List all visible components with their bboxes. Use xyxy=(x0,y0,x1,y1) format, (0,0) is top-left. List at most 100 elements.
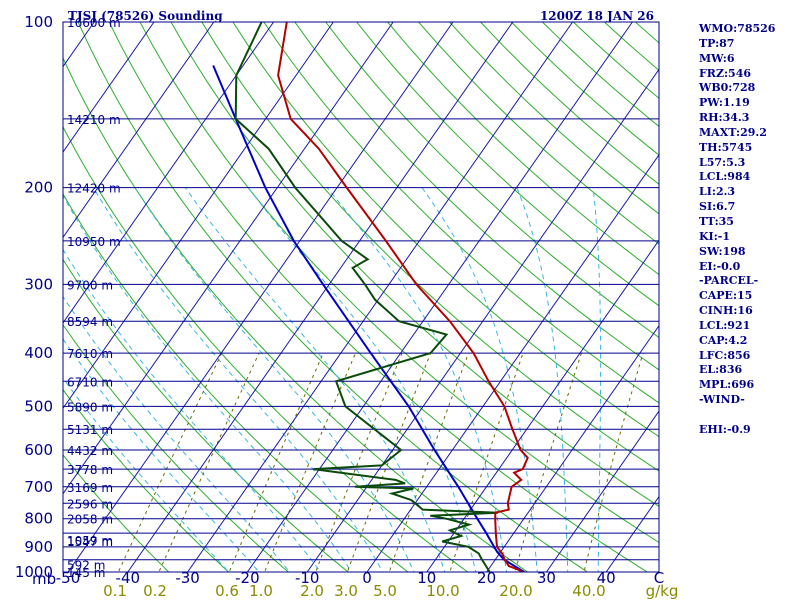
mixing-ratio-line xyxy=(117,352,223,572)
moist-adiabat-line xyxy=(516,187,569,572)
index-item: -WIND- xyxy=(699,393,745,407)
mixing-ratio-label: 40.0 xyxy=(572,582,605,600)
mixing-ratio-label: 10.0 xyxy=(426,582,459,600)
chart-title: TJSJ (78526) Sounding xyxy=(68,9,223,23)
index-item: PW:1.19 xyxy=(699,96,750,110)
index-item: EI:-0.0 xyxy=(699,259,741,273)
temperature-tick-label: 10 xyxy=(417,569,436,587)
isotherm-line xyxy=(67,22,454,572)
height-label: 2058 m xyxy=(67,513,113,527)
mixing-ratio-label: 20.0 xyxy=(499,582,532,600)
pressure-tick-label: 100 xyxy=(24,13,53,31)
mixing-ratio-label: 1.0 xyxy=(249,582,273,600)
isotherm-line xyxy=(63,22,155,153)
index-item xyxy=(699,408,799,423)
isotherm-line xyxy=(63,22,334,410)
isotherm-line xyxy=(127,22,514,572)
isotherm-line xyxy=(486,324,659,572)
height-label: 3169 m xyxy=(67,481,113,495)
mixing-ratio-line xyxy=(388,352,469,572)
height-label: 145 m xyxy=(67,566,105,580)
isotherm-line xyxy=(246,22,633,572)
isotherm-line xyxy=(63,22,215,239)
index-item: WB0:728 xyxy=(699,81,756,95)
mixing-ratio-label: g/kg xyxy=(646,582,679,600)
index-item: LI:2.3 xyxy=(699,185,736,199)
dry-adiabat-line xyxy=(170,22,659,507)
valid-time: 1200Z 18 JAN 26 xyxy=(540,9,654,23)
height-label: 10950 m xyxy=(67,235,121,249)
dry-adiabat-line xyxy=(63,388,230,572)
grid-lines xyxy=(63,22,659,572)
sounding-traces xyxy=(212,22,529,572)
height-label: 4432 m xyxy=(67,444,113,458)
index-item: FRZ:546 xyxy=(699,66,752,80)
index-item: L57:5.3 xyxy=(699,155,746,169)
height-label: 14210 m xyxy=(67,113,121,127)
pressure-tick-label: 1000 xyxy=(15,563,53,581)
index-item: -PARCEL- xyxy=(699,274,759,288)
dewpoint-trace xyxy=(234,22,499,572)
isotherm-line xyxy=(366,153,659,572)
mixing-ratio-label: 0.6 xyxy=(215,582,239,600)
height-label: 7610 m xyxy=(67,347,113,361)
temperature-tick-label: -50 xyxy=(56,569,81,587)
temperature-tick-label: 40 xyxy=(597,569,616,587)
height-label: 5131 m xyxy=(67,423,113,437)
index-item: MPL:696 xyxy=(699,378,755,392)
mixing-ratio-line xyxy=(158,352,260,572)
isotherm-line xyxy=(545,410,659,572)
mixing-ratio-label: 3.0 xyxy=(334,582,358,600)
mixing-ratio-line xyxy=(449,352,524,572)
moist-adiabat-line xyxy=(63,295,291,572)
height-label: 12420 m xyxy=(67,182,121,196)
index-item: KI:-1 xyxy=(699,229,730,243)
dry-adiabat-line xyxy=(77,22,589,572)
mixing-ratio-label: 0.1 xyxy=(103,582,127,600)
temperature-tick-label: -30 xyxy=(175,569,200,587)
mixing-ratio-line xyxy=(264,352,356,572)
temperature-tick-label: -40 xyxy=(116,569,141,587)
height-label: 16600 m xyxy=(67,16,121,30)
mixing-ratio-label: 2.0 xyxy=(300,582,324,600)
moist-adiabat-line xyxy=(92,187,384,572)
mixing-ratio-line xyxy=(228,352,324,572)
temperature-tick-label: 0 xyxy=(362,569,372,587)
height-label: 9700 m xyxy=(67,278,113,292)
temperature-tick-label: -20 xyxy=(235,569,260,587)
pressure-tick-label: 700 xyxy=(24,478,53,496)
index-item: TH:5745 xyxy=(699,140,753,154)
isotherm-line xyxy=(306,68,659,572)
moist-adiabat-line xyxy=(326,187,508,572)
temperature-tick-label: -10 xyxy=(295,569,320,587)
index-panel: WMO:78526 TP:87 MW:6 FRZ:546 WB0:728 PW:1.19 R… xyxy=(699,22,799,438)
temperature-tick-label: C xyxy=(654,569,664,587)
dry-adiabat-line xyxy=(63,258,349,572)
index-item: WMO:78526 xyxy=(699,22,776,35)
height-label: 5890 m xyxy=(67,400,113,414)
dry-adiabat-line xyxy=(63,323,290,572)
moist-adiabat-line xyxy=(421,187,538,572)
isotherm-line xyxy=(63,22,275,324)
isotherm-line xyxy=(63,22,394,495)
pressure-unit-label: mb xyxy=(32,570,56,588)
height-label: 3778 m xyxy=(67,463,113,477)
mixing-ratio-line xyxy=(346,352,432,572)
moist-adiabat-line xyxy=(63,377,230,572)
index-item: LFC:856 xyxy=(699,348,751,362)
index-item: EL:836 xyxy=(699,363,743,377)
mixing-ratio-line xyxy=(514,352,582,572)
mixing-ratio-line xyxy=(583,352,644,572)
mixing-ratio-label: 5.0 xyxy=(373,582,397,600)
index-item: EHI:-0.9 xyxy=(699,422,751,436)
isotherm-line xyxy=(187,22,574,572)
mixing-ratio-label: 0.2 xyxy=(143,582,167,600)
pressure-tick-label: 200 xyxy=(24,179,53,197)
index-item: MAXT:29.2 xyxy=(699,125,767,139)
dry-adiabat-line xyxy=(63,454,170,572)
temperature-tick-label: 30 xyxy=(537,569,556,587)
index-item: SI:6.7 xyxy=(699,200,736,214)
index-item: RH:34.3 xyxy=(699,111,750,125)
